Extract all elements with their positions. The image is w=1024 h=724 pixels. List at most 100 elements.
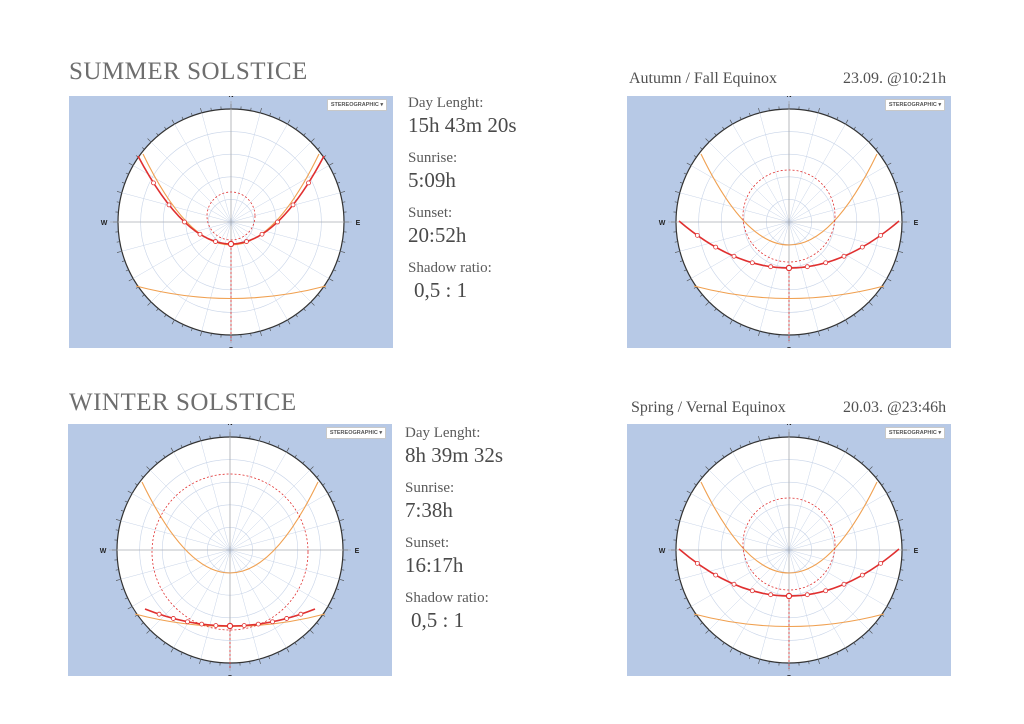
dial-tick	[125, 172, 129, 175]
dial-tick	[156, 132, 159, 136]
dial-tick	[120, 510, 124, 512]
dial-tick	[674, 569, 678, 571]
dial-tick	[339, 519, 345, 522]
dial-tick	[181, 116, 184, 120]
dial-tick	[674, 519, 680, 522]
hour-marker	[197, 231, 203, 237]
dial-tick	[336, 510, 340, 512]
dial-tick	[861, 132, 864, 136]
hour-marker	[255, 621, 261, 627]
compass-s-label: S	[787, 675, 792, 676]
dial-tick	[155, 636, 158, 640]
autumn-sunpath-diagram: N S E W STEREOGRAPHIC ▾	[627, 96, 951, 348]
projection-dropdown[interactable]: STEREOGRAPHIC ▾	[327, 99, 387, 111]
dial-tick	[693, 483, 697, 486]
dial-tick	[294, 642, 297, 646]
dial-tick	[147, 138, 152, 143]
dial-tick	[286, 647, 290, 653]
dial-tick	[337, 260, 341, 262]
dial-tick	[277, 652, 280, 656]
dial-tick	[817, 435, 820, 441]
dial-tick	[190, 440, 192, 444]
dial-tick	[875, 294, 879, 297]
hour-marker	[804, 264, 810, 270]
dial-tick	[881, 614, 885, 617]
dial-tick	[699, 622, 703, 625]
dial-tick	[336, 588, 340, 590]
sunset-label: Sunset:	[405, 535, 450, 551]
dial-tick	[170, 447, 174, 453]
dial-tick	[891, 172, 895, 175]
dial-tick	[199, 435, 202, 441]
dial-tick	[163, 642, 166, 646]
dial-tick	[808, 661, 810, 665]
projection-dropdown[interactable]: STEREOGRAPHIC ▾	[885, 427, 945, 439]
sun-position-circle	[742, 169, 836, 263]
hour-marker	[306, 180, 311, 186]
dial-tick	[269, 328, 271, 332]
dial-tick	[674, 241, 678, 243]
dial-tick	[705, 138, 710, 143]
hour-marker	[713, 244, 719, 250]
winter-solstice-path	[693, 613, 885, 628]
compass-e-label: E	[356, 220, 361, 227]
dial-tick	[861, 636, 864, 640]
dial-tick	[693, 614, 697, 617]
compass-n-label: N	[786, 424, 791, 427]
dial-tick	[722, 454, 725, 458]
dial-tick	[853, 454, 856, 458]
winter-sunpath-diagram: N S E W STEREOGRAPHIC ▾	[68, 424, 392, 676]
hour-marker	[270, 619, 275, 625]
dial-tick	[693, 155, 697, 158]
hour-marker	[241, 623, 247, 628]
hour-marker	[156, 611, 162, 617]
dial-tick	[898, 519, 904, 522]
hour-marker	[823, 588, 829, 594]
dial-tick	[268, 656, 270, 660]
dial-tick	[674, 201, 678, 203]
dial-tick	[140, 475, 144, 478]
summer-solstice-path	[700, 481, 878, 574]
dial-tick	[180, 652, 183, 656]
dial-tick	[341, 569, 345, 571]
dial-tick	[209, 435, 211, 439]
dial-tick	[705, 301, 710, 306]
dial-tick	[127, 606, 133, 610]
dial-tick	[898, 250, 904, 253]
dial-tick	[739, 116, 742, 120]
dial-tick	[875, 147, 879, 150]
projection-dropdown[interactable]: STEREOGRAPHIC ▾	[885, 99, 945, 111]
dial-tick	[164, 126, 167, 130]
dial-tick	[146, 629, 151, 634]
hour-marker	[185, 619, 190, 625]
dial-tick	[303, 132, 306, 136]
sun-position-marker	[785, 592, 793, 600]
hour-marker	[694, 232, 700, 238]
dial-tick	[868, 466, 873, 471]
dial-tick	[337, 182, 341, 184]
spring-sunpath-diagram: N S E W STEREOGRAPHIC ▾	[627, 424, 951, 676]
dial-tick	[886, 606, 892, 610]
hour-marker	[290, 202, 296, 208]
hour-marker	[859, 572, 865, 578]
dial-tick	[895, 182, 899, 184]
dial-tick	[302, 460, 305, 464]
dial-tick	[155, 460, 158, 464]
hour-marker	[878, 560, 884, 566]
projection-dropdown[interactable]: STEREOGRAPHIC ▾	[326, 427, 386, 439]
hour-marker	[713, 572, 719, 578]
dial-tick	[875, 475, 879, 478]
sunset-value: 16:17h	[405, 553, 464, 577]
sun-position-marker	[227, 240, 235, 248]
dial-tick	[845, 447, 849, 453]
dial-tick	[309, 629, 314, 634]
hour-marker	[170, 616, 176, 621]
dial-tick	[124, 500, 128, 503]
dial-tick	[693, 286, 697, 289]
sunpath-dial: N S E W	[659, 96, 919, 348]
dial-tick	[817, 659, 820, 665]
dial-tick	[722, 126, 725, 130]
dial-tick	[287, 319, 291, 325]
dial-tick	[135, 286, 139, 289]
hour-marker	[244, 239, 249, 244]
